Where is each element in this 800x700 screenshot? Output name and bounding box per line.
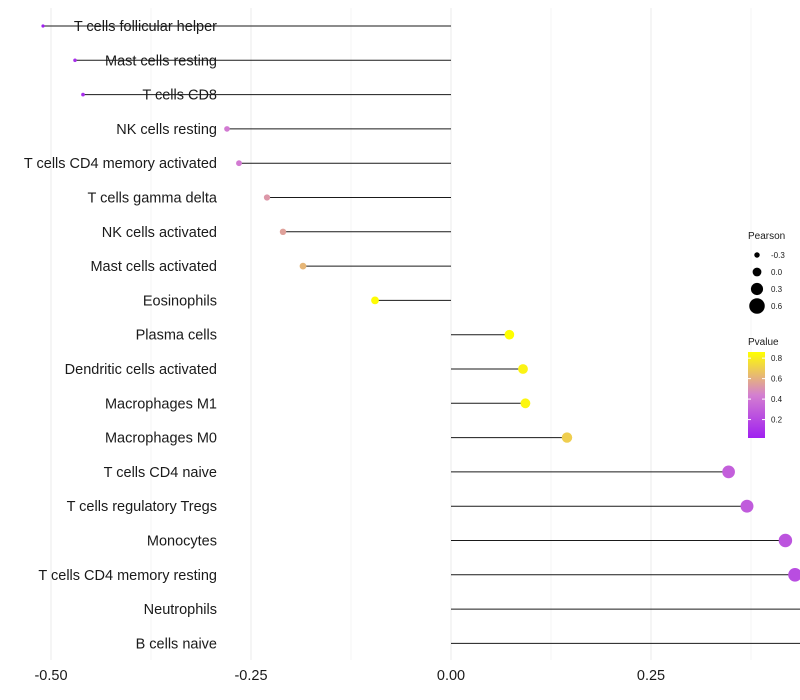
y-axis-labels: T cells follicular helper Mast cells rest… xyxy=(24,19,218,652)
x-tick-label: -0.25 xyxy=(234,668,267,684)
y-label-neutrophils: Neutrophils xyxy=(144,602,217,618)
point-t-cells-cd4-memory-activated xyxy=(236,160,242,167)
pvalue-color-legend: Pvalue 0.8 0.6 0.4 0.2 xyxy=(748,337,783,438)
lollipop-stems xyxy=(43,25,800,644)
point-mast-cells-resting xyxy=(73,58,77,63)
y-label-dendritic-cells-activated: Dendritic cells activated xyxy=(65,362,217,378)
point-t-cells-cd4-memory-resting xyxy=(788,567,800,582)
y-label-mast-cells-resting: Mast cells resting xyxy=(105,53,217,69)
point-nk-cells-activated xyxy=(279,228,287,236)
y-label-eosinophils: Eosinophils xyxy=(143,293,217,309)
pearson-size-legend: Pearson -0.3 0.0 0.3 0.6 xyxy=(748,231,785,314)
y-label-nk-cells-resting: NK cells resting xyxy=(116,122,217,138)
point-macrophages-m1 xyxy=(520,398,531,409)
point-t-cells-gamma-delta xyxy=(263,194,271,201)
size-legend-label: 0.6 xyxy=(771,302,783,311)
point-t-cells-cd4-naive xyxy=(722,465,735,479)
size-legend-label: 0.0 xyxy=(771,268,783,277)
colorbar-tick-label: 0.2 xyxy=(771,416,783,425)
x-tick-label: -0.50 xyxy=(34,668,67,684)
size-legend-dot xyxy=(752,267,762,277)
pvalue-colorbar xyxy=(748,352,765,438)
y-label-t-cells-cd8: T cells CD8 xyxy=(142,88,217,104)
y-label-t-cells-cd4-memory-resting: T cells CD4 memory resting xyxy=(38,568,217,584)
color-legend-title: Pvalue xyxy=(748,337,779,348)
size-legend-label: -0.3 xyxy=(771,251,785,260)
point-nk-cells-resting xyxy=(224,126,230,132)
size-legend-dot xyxy=(750,282,764,296)
y-label-nk-cells-activated: NK cells activated xyxy=(102,225,217,241)
y-label-t-cells-cd4-memory-activated: T cells CD4 memory activated xyxy=(24,156,217,172)
point-macrophages-m0 xyxy=(561,432,573,443)
colorbar-tick-label: 0.6 xyxy=(771,375,783,384)
y-label-macrophages-m0: Macrophages M0 xyxy=(105,431,217,447)
point-mast-cells-activated xyxy=(299,262,307,270)
y-label-monocytes: Monocytes xyxy=(147,534,217,550)
size-legend-title: Pearson xyxy=(748,231,785,242)
x-axis-tick-labels: -0.50-0.250.000.250.50 xyxy=(34,668,665,684)
y-label-mast-cells-activated: Mast cells activated xyxy=(90,259,217,275)
y-label-t-cells-gamma-delta: T cells gamma delta xyxy=(88,191,218,207)
x-tick-label: 0.00 xyxy=(437,668,465,684)
size-legend-dot xyxy=(749,298,765,314)
grid-lines xyxy=(50,8,752,660)
x-tick-label: 0.25 xyxy=(637,668,665,684)
colorbar-tick-label: 0.8 xyxy=(771,354,783,363)
size-legend-dot xyxy=(754,252,760,258)
y-label-t-cells-follicular-helper: T cells follicular helper xyxy=(74,19,217,35)
point-plasma-cells xyxy=(504,329,515,340)
colorbar-tick-label: 0.4 xyxy=(771,395,783,404)
y-label-t-cells-regulatory-tregs: T cells regulatory Tregs xyxy=(67,499,217,515)
y-label-plasma-cells: Plasma cells xyxy=(136,328,217,344)
y-label-t-cells-cd4-naive: T cells CD4 naive xyxy=(104,465,217,481)
point-eosinophils xyxy=(371,296,379,305)
size-legend-label: 0.3 xyxy=(771,285,783,294)
point-t-cells-follicular-helper xyxy=(41,24,45,28)
lollipop-points xyxy=(41,24,800,582)
point-dendritic-cells-activated xyxy=(518,364,528,374)
point-t-cells-regulatory-tregs xyxy=(740,499,754,513)
y-label-b-cells-naive: B cells naive xyxy=(136,636,217,652)
point-monocytes xyxy=(778,533,793,548)
point-t-cells-cd8 xyxy=(81,92,85,97)
y-label-macrophages-m1: Macrophages M1 xyxy=(105,396,217,412)
